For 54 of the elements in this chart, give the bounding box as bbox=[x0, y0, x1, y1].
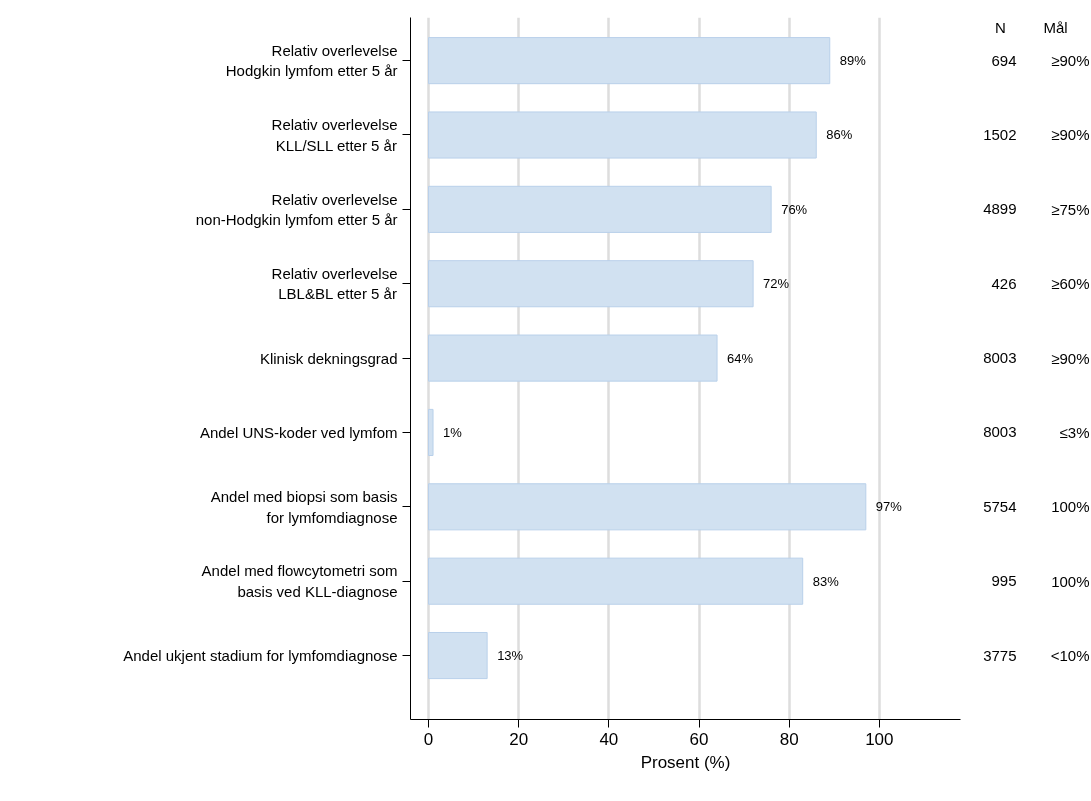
bar bbox=[428, 260, 754, 308]
text: 100% bbox=[1051, 498, 1090, 516]
x-tick-label: 20 bbox=[509, 729, 529, 749]
bar bbox=[428, 334, 718, 382]
y-tick-label: Relativ overlevelse LBL&BL etter 5 år bbox=[271, 265, 398, 303]
x-tick-label: 0 bbox=[423, 729, 434, 749]
bar bbox=[428, 557, 804, 605]
text: 995 bbox=[991, 572, 1017, 590]
text: 5754 bbox=[983, 497, 1017, 515]
data-label: 64% bbox=[727, 350, 754, 366]
y-tick-label: Relativ overlevelse KLL/SLL etter 5 år bbox=[271, 116, 398, 154]
data-label: 72% bbox=[763, 276, 790, 292]
text: <10% bbox=[1050, 647, 1090, 665]
text: ≤3% bbox=[1059, 423, 1090, 441]
bar bbox=[428, 408, 434, 457]
text: 4899 bbox=[983, 200, 1017, 218]
text: 100% bbox=[1051, 572, 1090, 590]
bar bbox=[428, 483, 867, 531]
bar bbox=[428, 111, 817, 159]
y-tick-label: Relativ overlevelse non-Hodgkin lymfom etter 5 år bbox=[195, 190, 398, 229]
y-tick-label: Klinisk dekningsgrad bbox=[259, 349, 398, 367]
text: ≥60% bbox=[1051, 275, 1090, 293]
text: ≥90% bbox=[1051, 126, 1090, 144]
text: ≥75% bbox=[1051, 200, 1090, 218]
text: 3775 bbox=[983, 646, 1017, 664]
data-label: 76% bbox=[781, 201, 808, 217]
text: 694 bbox=[991, 51, 1017, 69]
bar bbox=[428, 37, 831, 85]
x-tick-label: 80 bbox=[779, 729, 799, 749]
text: 426 bbox=[991, 274, 1017, 292]
data-label: 83% bbox=[812, 573, 840, 589]
y-tick-label: Andel med biopsi som basis for lymfomdiagnose bbox=[210, 488, 398, 526]
y-tick-label: Andel UNS-koder ved lymfom bbox=[199, 423, 398, 441]
text: 8003 bbox=[983, 423, 1017, 441]
data-label: 86% bbox=[826, 127, 853, 143]
x-axis-title: Prosent (%) bbox=[640, 752, 731, 772]
text: Mål bbox=[1043, 18, 1068, 36]
data-label: 97% bbox=[875, 499, 903, 515]
bar bbox=[428, 185, 772, 233]
text: 8003 bbox=[983, 349, 1017, 367]
x-tick-label: 60 bbox=[689, 729, 709, 749]
y-tick-label: Andel ukjent stadium for lymfomdiagnose bbox=[123, 647, 398, 665]
text: ≥90% bbox=[1051, 52, 1090, 70]
text: N bbox=[995, 18, 1006, 36]
data-label: 89% bbox=[839, 53, 867, 69]
text: ≥90% bbox=[1051, 349, 1090, 367]
text: 1502 bbox=[983, 126, 1017, 143]
x-tick-label: 40 bbox=[599, 729, 619, 749]
x-tick-label: 100 bbox=[865, 729, 894, 749]
data-label: 1% bbox=[443, 424, 463, 440]
bar bbox=[428, 631, 488, 680]
y-tick-label: Andel med flowcytometri som basis ved KLL-diagnose bbox=[201, 562, 398, 600]
y-tick-label: Relativ overlevelse Hodgkin lymfom etter 5 år bbox=[225, 41, 398, 80]
data-label: 13% bbox=[497, 648, 524, 664]
